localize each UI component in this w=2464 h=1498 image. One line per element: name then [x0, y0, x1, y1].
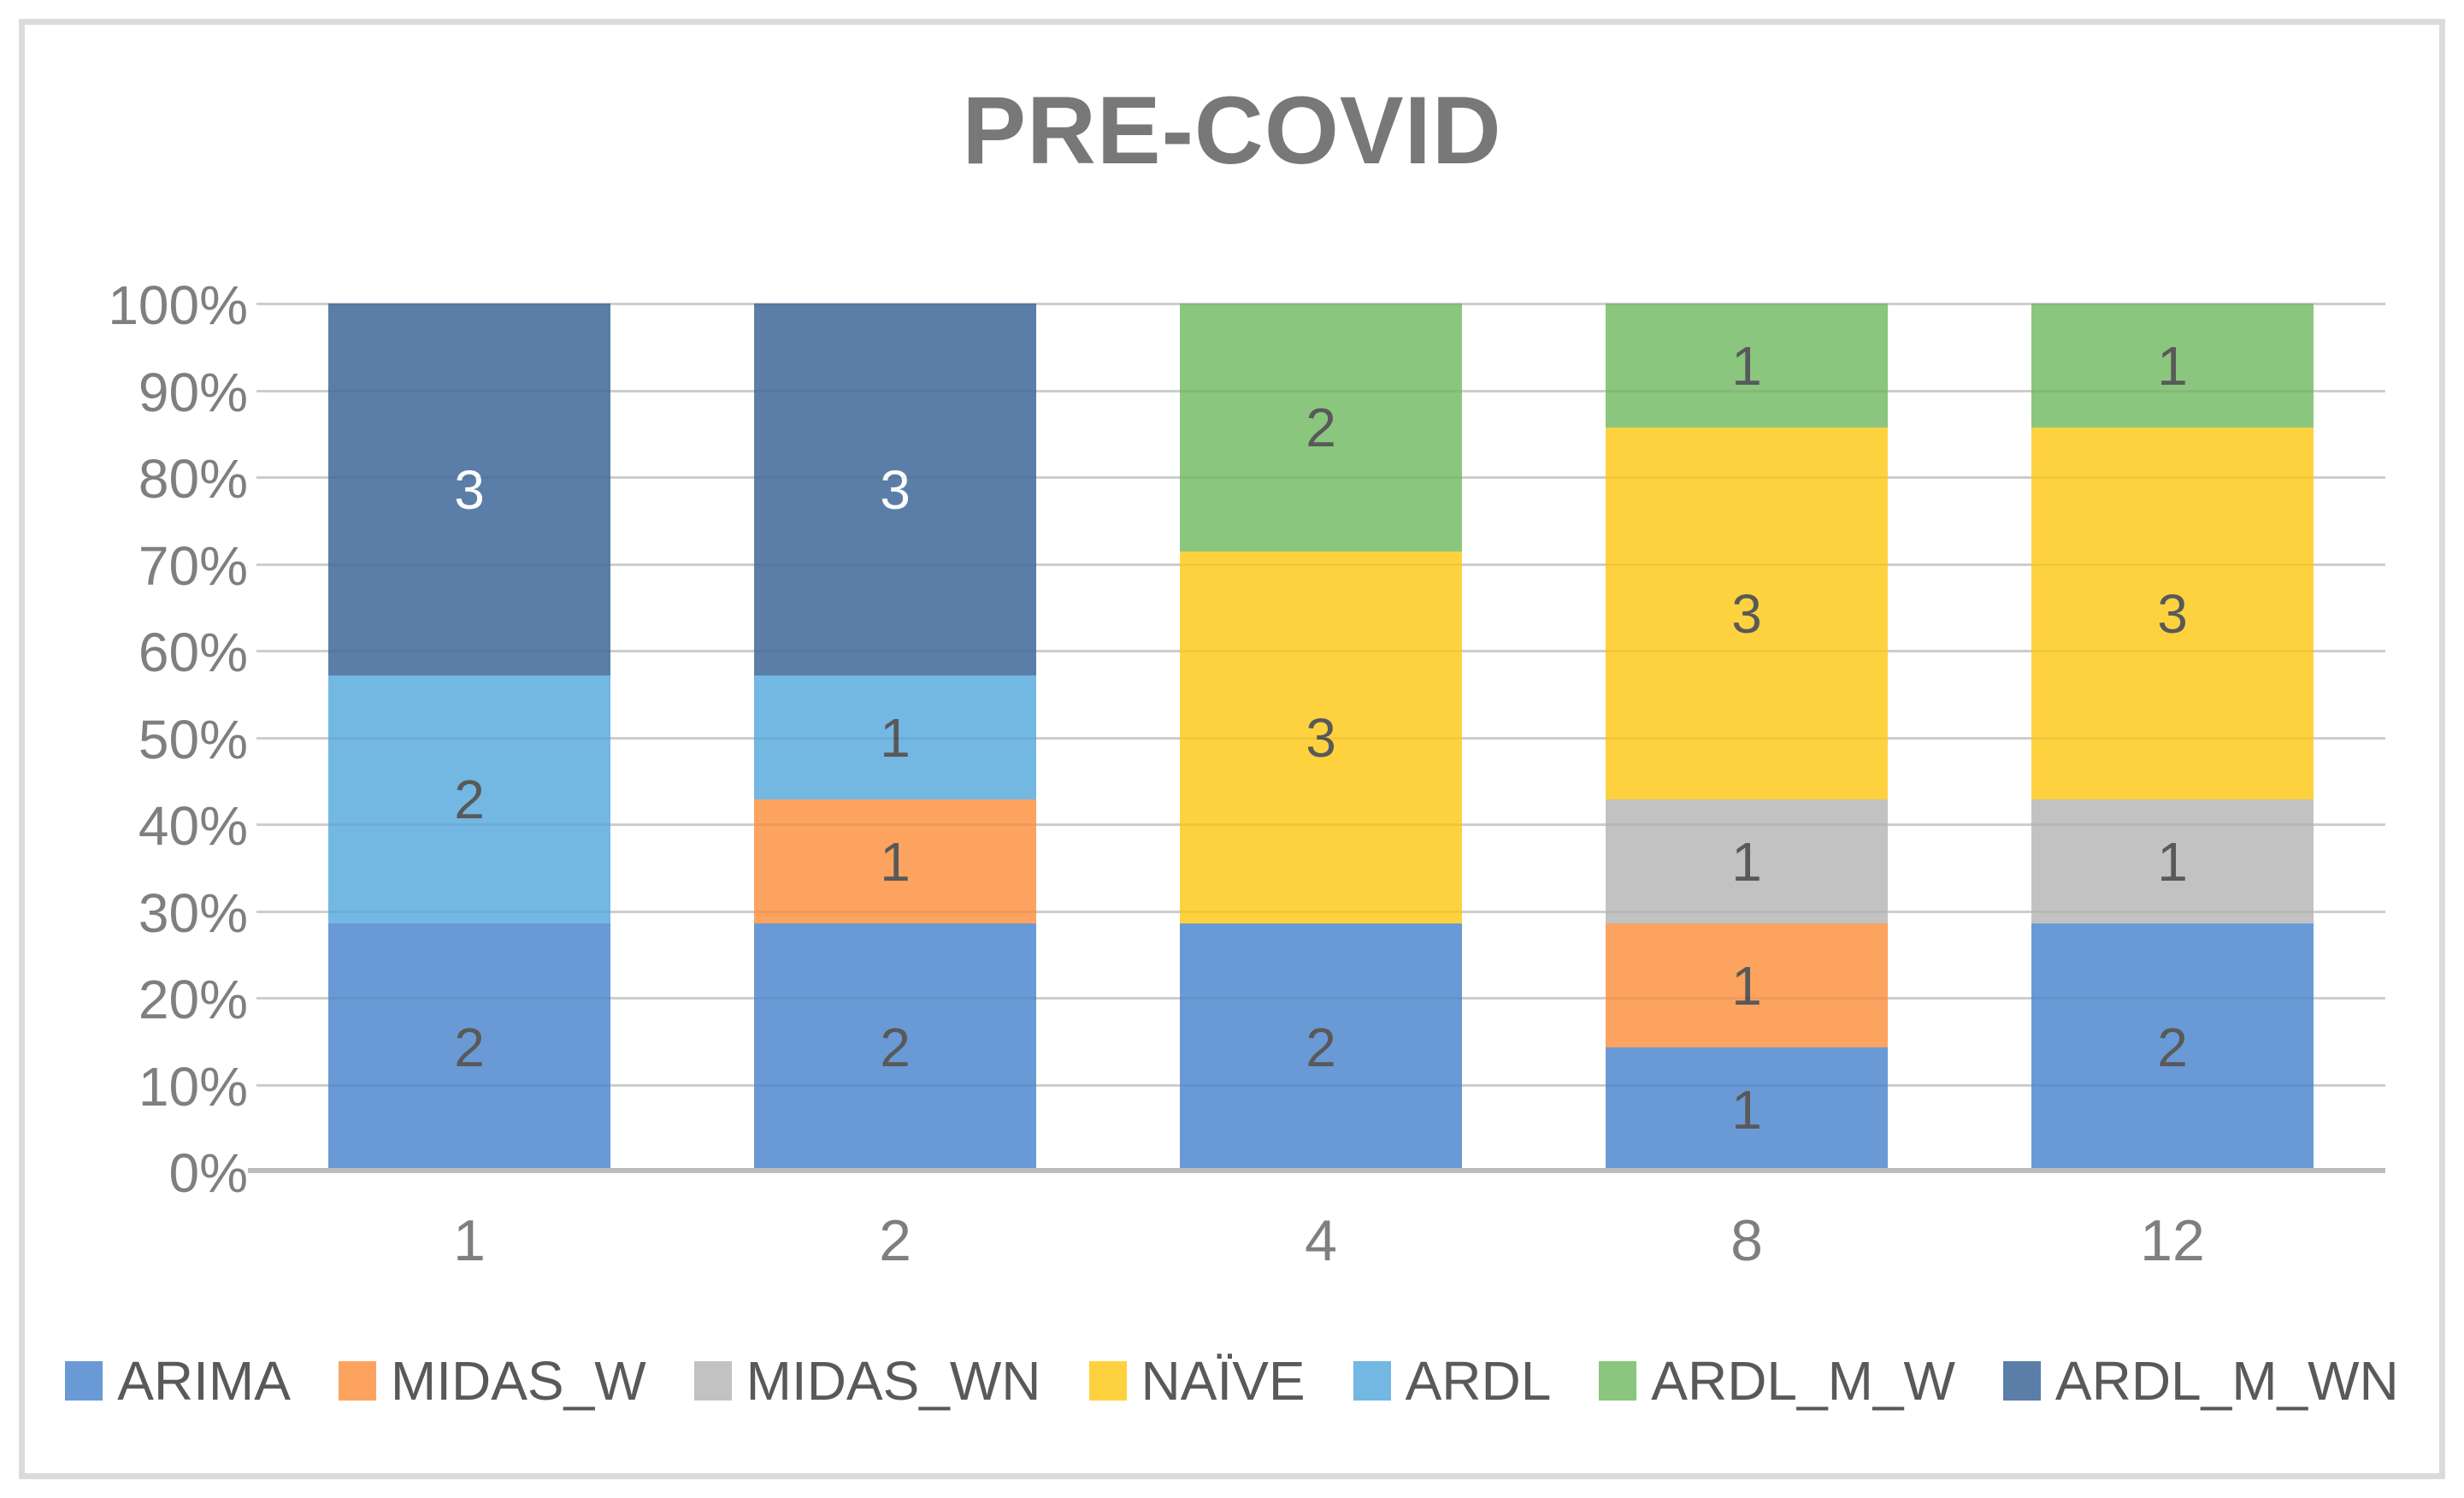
data-label: 1	[1731, 1078, 1762, 1141]
bar-segment: 1	[754, 799, 1036, 923]
bar-column: 1 1 1 3 1	[1606, 304, 1888, 1171]
legend-color-swatch-icon	[693, 1361, 732, 1401]
legend-item: MIDAS_WN	[693, 1349, 1041, 1412]
data-label: 1	[880, 706, 911, 769]
bar-segment: 3	[328, 304, 610, 675]
data-label: 1	[1731, 334, 1762, 397]
legend-label: ARDL	[1405, 1350, 1552, 1412]
bar-segment: 1	[1606, 1047, 1888, 1171]
data-label: 2	[2157, 1017, 2188, 1078]
bar-segment: 3	[1180, 551, 1462, 923]
data-label: 1	[880, 830, 911, 893]
legend-label: MIDAS_WN	[746, 1350, 1041, 1412]
y-axis-tick-label: 80%	[138, 448, 248, 510]
bar-segment: 3	[1606, 428, 1888, 799]
bar-segment: 2	[1180, 304, 1462, 551]
data-label: 3	[880, 458, 911, 521]
data-label: 1	[2157, 334, 2188, 397]
y-axis-tick-label: 90%	[138, 362, 248, 423]
bar-segment: 1	[1606, 923, 1888, 1047]
legend-color-swatch-icon	[65, 1361, 103, 1401]
bar-segment: 1	[1606, 304, 1888, 428]
data-label: 1	[1731, 954, 1762, 1017]
x-axis-tick-label: 8	[1730, 1208, 1763, 1273]
bar-column: 2 1 1 3	[754, 304, 1036, 1171]
bar-segment: 3	[2031, 428, 2314, 799]
y-axis-tick-label: 20%	[138, 969, 248, 1030]
legend-item: ARDL_M_W	[1599, 1349, 1955, 1412]
data-label: 2	[454, 769, 485, 830]
bar-segment: 2	[1180, 923, 1462, 1171]
x-axis-tick-label: 1	[453, 1208, 486, 1273]
x-axis-tick-label: 12	[2140, 1208, 2205, 1273]
y-axis-tick-label: 50%	[138, 709, 248, 770]
bar-segment: 2	[754, 923, 1036, 1171]
y-axis-tick-label: 30%	[138, 882, 248, 944]
legend-label: ARIMA	[117, 1350, 291, 1412]
bar-column: 2 2 3	[328, 304, 610, 1171]
bar-segment: 2	[328, 923, 610, 1171]
data-label: 2	[1306, 397, 1336, 458]
bar-segment: 1	[2031, 799, 2314, 923]
data-label: 2	[1306, 1017, 1336, 1078]
bar-segment: 1	[1606, 799, 1888, 923]
y-axis-tick-label: 0%	[168, 1142, 249, 1204]
data-label: 2	[880, 1017, 911, 1078]
bar-column: 2 3 2	[1180, 304, 1462, 1171]
x-axis: 1 2 4 8 12	[256, 1207, 2385, 1276]
bar-segment: 1	[2031, 304, 2314, 428]
legend-item: MIDAS_W	[338, 1349, 646, 1412]
legend-item: ARDL_M_WN	[2002, 1349, 2399, 1412]
y-axis-tick-label: 70%	[138, 535, 248, 597]
data-label: 1	[1731, 830, 1762, 893]
y-axis-tick-label: 60%	[138, 622, 248, 683]
y-axis-tick-label: 10%	[138, 1056, 248, 1118]
legend-item: ARIMA	[65, 1349, 291, 1412]
y-axis-tick-label: 40%	[138, 795, 248, 857]
x-axis-tick-label: 2	[879, 1208, 911, 1273]
data-label: 3	[454, 458, 485, 521]
bar-segment: 2	[2031, 923, 2314, 1171]
y-axis: 100% 90% 80% 70% 60% 50% 40% 30% 20% 10% 0%	[34, 278, 248, 1200]
x-axis-line	[248, 1168, 2385, 1173]
data-label: 3	[1731, 582, 1762, 645]
bar-segment: 3	[754, 304, 1036, 675]
legend-item: ARDL	[1353, 1349, 1552, 1412]
legend-label: NAÏVE	[1141, 1350, 1306, 1412]
legend: ARIMA MIDAS_W MIDAS_WN NAÏVE ARDL ARDL_M_W ARD…	[0, 1349, 2464, 1412]
legend-color-swatch-icon	[1353, 1361, 1391, 1401]
legend-color-swatch-icon	[1599, 1361, 1637, 1401]
data-label: 3	[2157, 582, 2188, 645]
y-axis-tick-label: 100%	[108, 274, 248, 336]
bar-segment: 1	[754, 675, 1036, 799]
bar-column: 2 1 3 1	[2031, 304, 2314, 1171]
bar-segment: 2	[328, 675, 610, 923]
plot-area: 2 2 3 2 1 1 3 2 3 2 1 1 1 3 1 2 1 3 1	[248, 303, 2385, 1173]
legend-color-swatch-icon	[1088, 1361, 1127, 1401]
data-label: 2	[454, 1017, 485, 1078]
legend-label: ARDL_M_W	[1651, 1350, 1955, 1412]
data-label: 3	[1306, 706, 1336, 769]
legend-label: ARDL_M_WN	[2054, 1350, 2399, 1412]
data-label: 1	[2157, 830, 2188, 893]
legend-color-swatch-icon	[338, 1361, 376, 1401]
chart-title: PRE-COVID	[962, 77, 1502, 184]
legend-color-swatch-icon	[2002, 1361, 2041, 1401]
x-axis-tick-label: 4	[1305, 1208, 1337, 1273]
legend-label: MIDAS_W	[390, 1350, 646, 1412]
legend-item: NAÏVE	[1088, 1349, 1306, 1412]
